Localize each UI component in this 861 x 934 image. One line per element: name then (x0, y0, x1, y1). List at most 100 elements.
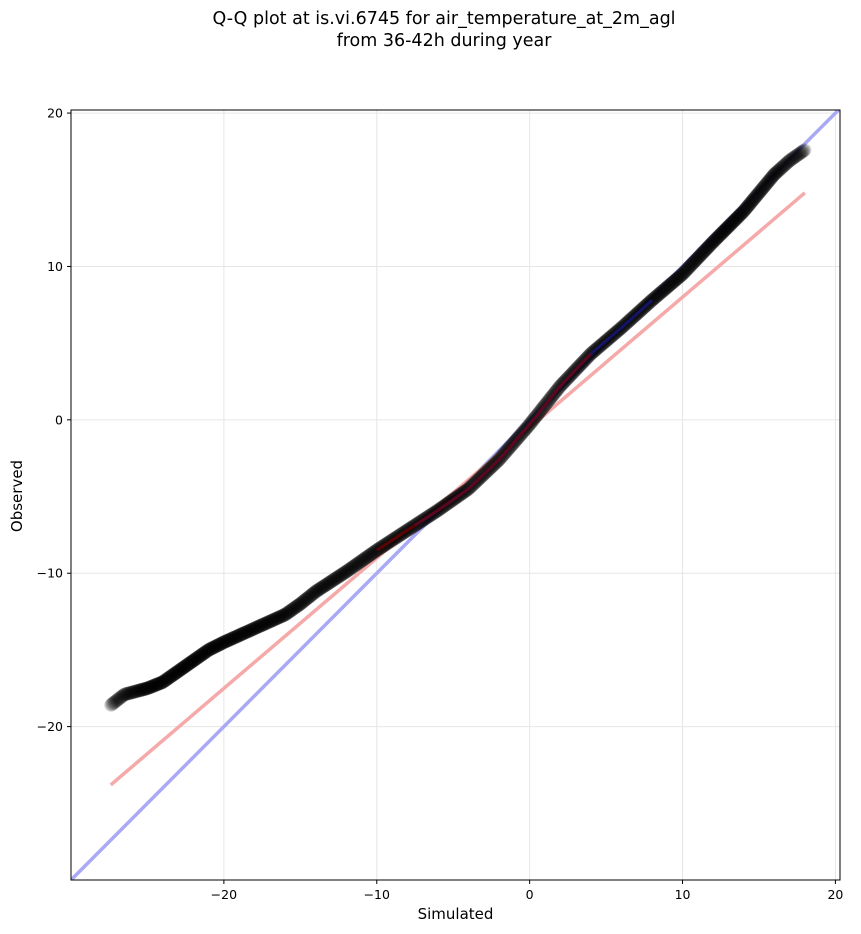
quantile-point (170, 665, 185, 679)
quantile-point (796, 144, 811, 158)
quantile-point (737, 203, 752, 217)
quantile-point (140, 681, 155, 696)
quantile-point (247, 621, 261, 636)
quantile-point (267, 612, 282, 627)
quantile-point (722, 219, 736, 233)
quantile-point (275, 608, 290, 623)
quantile-point (357, 552, 371, 566)
quantile-point (242, 624, 256, 638)
quantile-point (753, 184, 768, 199)
quantile-point (316, 579, 331, 594)
quantile-point (288, 600, 302, 615)
quantile-point (164, 669, 179, 683)
quantile-point (151, 676, 166, 691)
quantile-point (337, 565, 352, 580)
quantile-point (144, 679, 159, 694)
quantile-point (737, 203, 751, 218)
quantile-point (677, 265, 692, 280)
chart-title-line-1: Q-Q plot at is.vi.6745 for air_temperatu… (212, 9, 676, 29)
quantile-point (116, 688, 130, 703)
quantile-point (730, 211, 744, 225)
quantile-point (109, 693, 124, 708)
quantile-point (730, 210, 745, 225)
quantile-point (744, 195, 759, 209)
quantile-point (658, 282, 672, 296)
quantile-point (259, 616, 273, 631)
quantile-point (755, 181, 770, 196)
quantile-point (262, 614, 277, 629)
x-tick-label: 0 (526, 887, 534, 902)
quantile-point (706, 235, 720, 249)
quantile-point (185, 654, 200, 668)
y-tick-label: 20 (47, 106, 63, 121)
quantile-point (767, 167, 782, 182)
quantile-point (704, 236, 719, 251)
quantile-point (171, 664, 185, 679)
quantile-point (213, 637, 228, 651)
quantile-point (165, 668, 180, 682)
quantile-point (764, 170, 779, 185)
x-tick-label: 20 (827, 887, 843, 902)
quantile-point (176, 660, 191, 675)
quantile-point (225, 631, 239, 646)
quantile-point (150, 677, 164, 692)
grid (71, 110, 840, 880)
quantile-point (226, 631, 240, 646)
quantile-point (715, 225, 730, 240)
quantile-point (343, 561, 358, 576)
quantile-point (303, 588, 318, 603)
quantile-point (178, 659, 192, 674)
quantile-point (114, 690, 128, 704)
quantile-point (788, 149, 803, 164)
quantile-point (327, 572, 341, 587)
quantile-point (361, 549, 375, 564)
quantile-point (725, 215, 740, 230)
quantile-point (167, 667, 181, 682)
quantile-point (772, 163, 787, 177)
quantile-point (772, 163, 786, 178)
quantile-point (116, 688, 131, 703)
fit-line (109, 191, 806, 787)
quantile-point (183, 655, 198, 670)
quantile-point (663, 278, 677, 292)
quantile-point (190, 651, 204, 665)
quantile-point (685, 257, 699, 271)
quantile-point (329, 571, 343, 586)
quantile-point (244, 622, 259, 637)
quantile-point (780, 156, 794, 170)
quantile-point (271, 610, 285, 625)
quantile-point (692, 249, 706, 264)
quantile-point (793, 146, 808, 160)
quantile-point (138, 682, 152, 696)
quantile-point (352, 555, 366, 570)
quantile-point (187, 653, 201, 667)
quantile-point (650, 288, 665, 303)
quantile-point (273, 609, 288, 624)
quantile-point (259, 616, 274, 630)
quantile-point (112, 691, 127, 706)
quantile-point (774, 160, 789, 175)
quantile-point (222, 633, 236, 647)
quantile-point (162, 670, 177, 685)
quantile-point (143, 680, 158, 694)
quantile-point (321, 576, 336, 591)
quantile-point (705, 235, 720, 250)
quantile-point (230, 629, 245, 643)
quantile-point (253, 619, 267, 633)
quantile-point (718, 222, 733, 237)
quantile-point (110, 693, 125, 707)
quantile-point (679, 263, 693, 278)
quantile-point (786, 151, 801, 165)
quantile-point (183, 656, 197, 670)
quantile-point (341, 563, 356, 577)
quantile-point (349, 557, 364, 572)
quantile-point (734, 206, 749, 221)
quantile-point (351, 556, 365, 571)
quantile-point (184, 655, 199, 669)
quantile-point (788, 149, 802, 164)
quantile-point (699, 242, 714, 256)
quantile-point (308, 585, 323, 599)
quantile-point (248, 621, 263, 635)
quantile-point (762, 173, 777, 187)
quantile-point (238, 625, 252, 640)
